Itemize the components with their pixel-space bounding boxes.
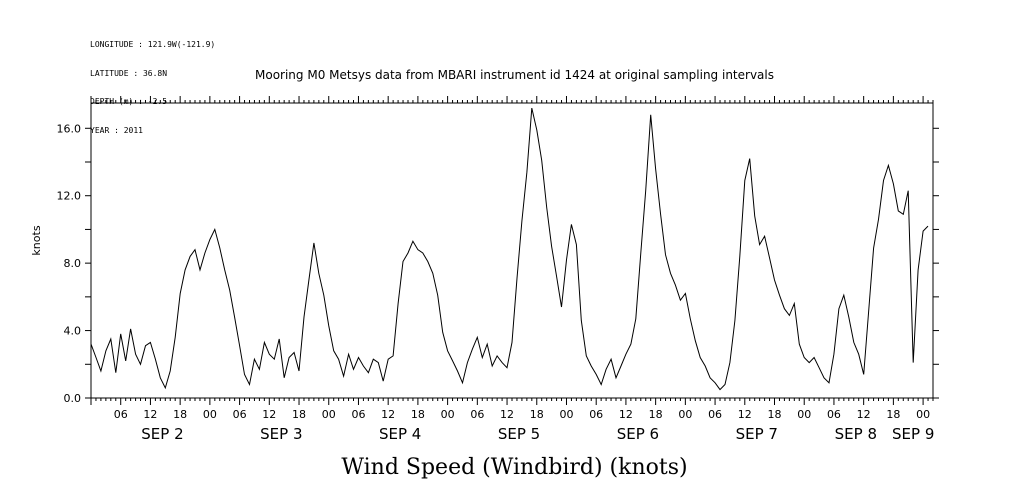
y-tick-label: 0.0 bbox=[64, 392, 82, 405]
meta-longitude: LONGITUDE : 121.9W(-121.9) bbox=[90, 40, 216, 49]
x-hour-tick-label: 00 bbox=[678, 408, 692, 421]
plot-frame bbox=[90, 102, 934, 399]
x-hour-tick-label: 18 bbox=[411, 408, 425, 421]
x-hour-tick-label: 06 bbox=[233, 408, 247, 421]
x-hour-tick-label: 06 bbox=[114, 408, 128, 421]
x-hour-tick-label: 12 bbox=[143, 408, 157, 421]
x-hour-tick-label: 18 bbox=[886, 408, 900, 421]
x-hour-tick-label: 06 bbox=[708, 408, 722, 421]
x-day-label: SEP 9 bbox=[892, 425, 934, 443]
x-hour-tick-label: 00 bbox=[797, 408, 811, 421]
x-hour-tick-label: 00 bbox=[441, 408, 455, 421]
y-tick-label: 4.0 bbox=[64, 325, 82, 338]
x-hour-tick-label: 12 bbox=[857, 408, 871, 421]
x-hour-tick-label: 18 bbox=[530, 408, 544, 421]
x-day-label: SEP 3 bbox=[260, 425, 302, 443]
x-hour-tick-label: 18 bbox=[768, 408, 782, 421]
x-hour-tick-label: 12 bbox=[500, 408, 514, 421]
x-hour-tick-label: 18 bbox=[173, 408, 187, 421]
meta-year: YEAR : 2011 bbox=[90, 125, 143, 135]
y-tick-label: 16.0 bbox=[57, 122, 82, 135]
x-day-label: SEP 2 bbox=[141, 425, 183, 443]
series-line-windspeed bbox=[90, 107, 929, 391]
meta-latitude: LATITUDE : 36.8N bbox=[90, 68, 168, 78]
x-day-label: SEP 6 bbox=[617, 425, 659, 443]
x-day-label: SEP 5 bbox=[498, 425, 540, 443]
y-tick-label: 8.0 bbox=[64, 257, 82, 270]
x-hour-tick-label: 06 bbox=[827, 408, 841, 421]
x-hour-tick-label: 06 bbox=[589, 408, 603, 421]
x-hour-tick-label: 06 bbox=[470, 408, 484, 421]
x-hour-tick-label: 06 bbox=[351, 408, 365, 421]
x-hour-tick-label: 00 bbox=[916, 408, 930, 421]
x-hour-tick-label: 12 bbox=[738, 408, 752, 421]
y-axis-label: knots bbox=[30, 225, 43, 255]
x-hour-tick-label: 18 bbox=[292, 408, 306, 421]
x-axis-label: Wind Speed (Windbird) (knots) bbox=[341, 455, 688, 480]
x-hour-tick-label: 12 bbox=[262, 408, 276, 421]
x-hour-tick-label: 00 bbox=[322, 408, 336, 421]
x-hour-tick-label: 18 bbox=[649, 408, 663, 421]
x-hour-tick-label: 00 bbox=[559, 408, 573, 421]
x-day-label: SEP 4 bbox=[379, 425, 421, 443]
x-day-label: SEP 7 bbox=[736, 425, 778, 443]
y-tick-label: 12.0 bbox=[57, 190, 82, 203]
chart-title: Mooring M0 Metsys data from MBARI instru… bbox=[255, 68, 774, 82]
x-hour-tick-label: 00 bbox=[203, 408, 217, 421]
x-hour-tick-label: 12 bbox=[619, 408, 633, 421]
x-hour-tick-label: 12 bbox=[381, 408, 395, 421]
x-day-label: SEP 8 bbox=[835, 425, 877, 443]
